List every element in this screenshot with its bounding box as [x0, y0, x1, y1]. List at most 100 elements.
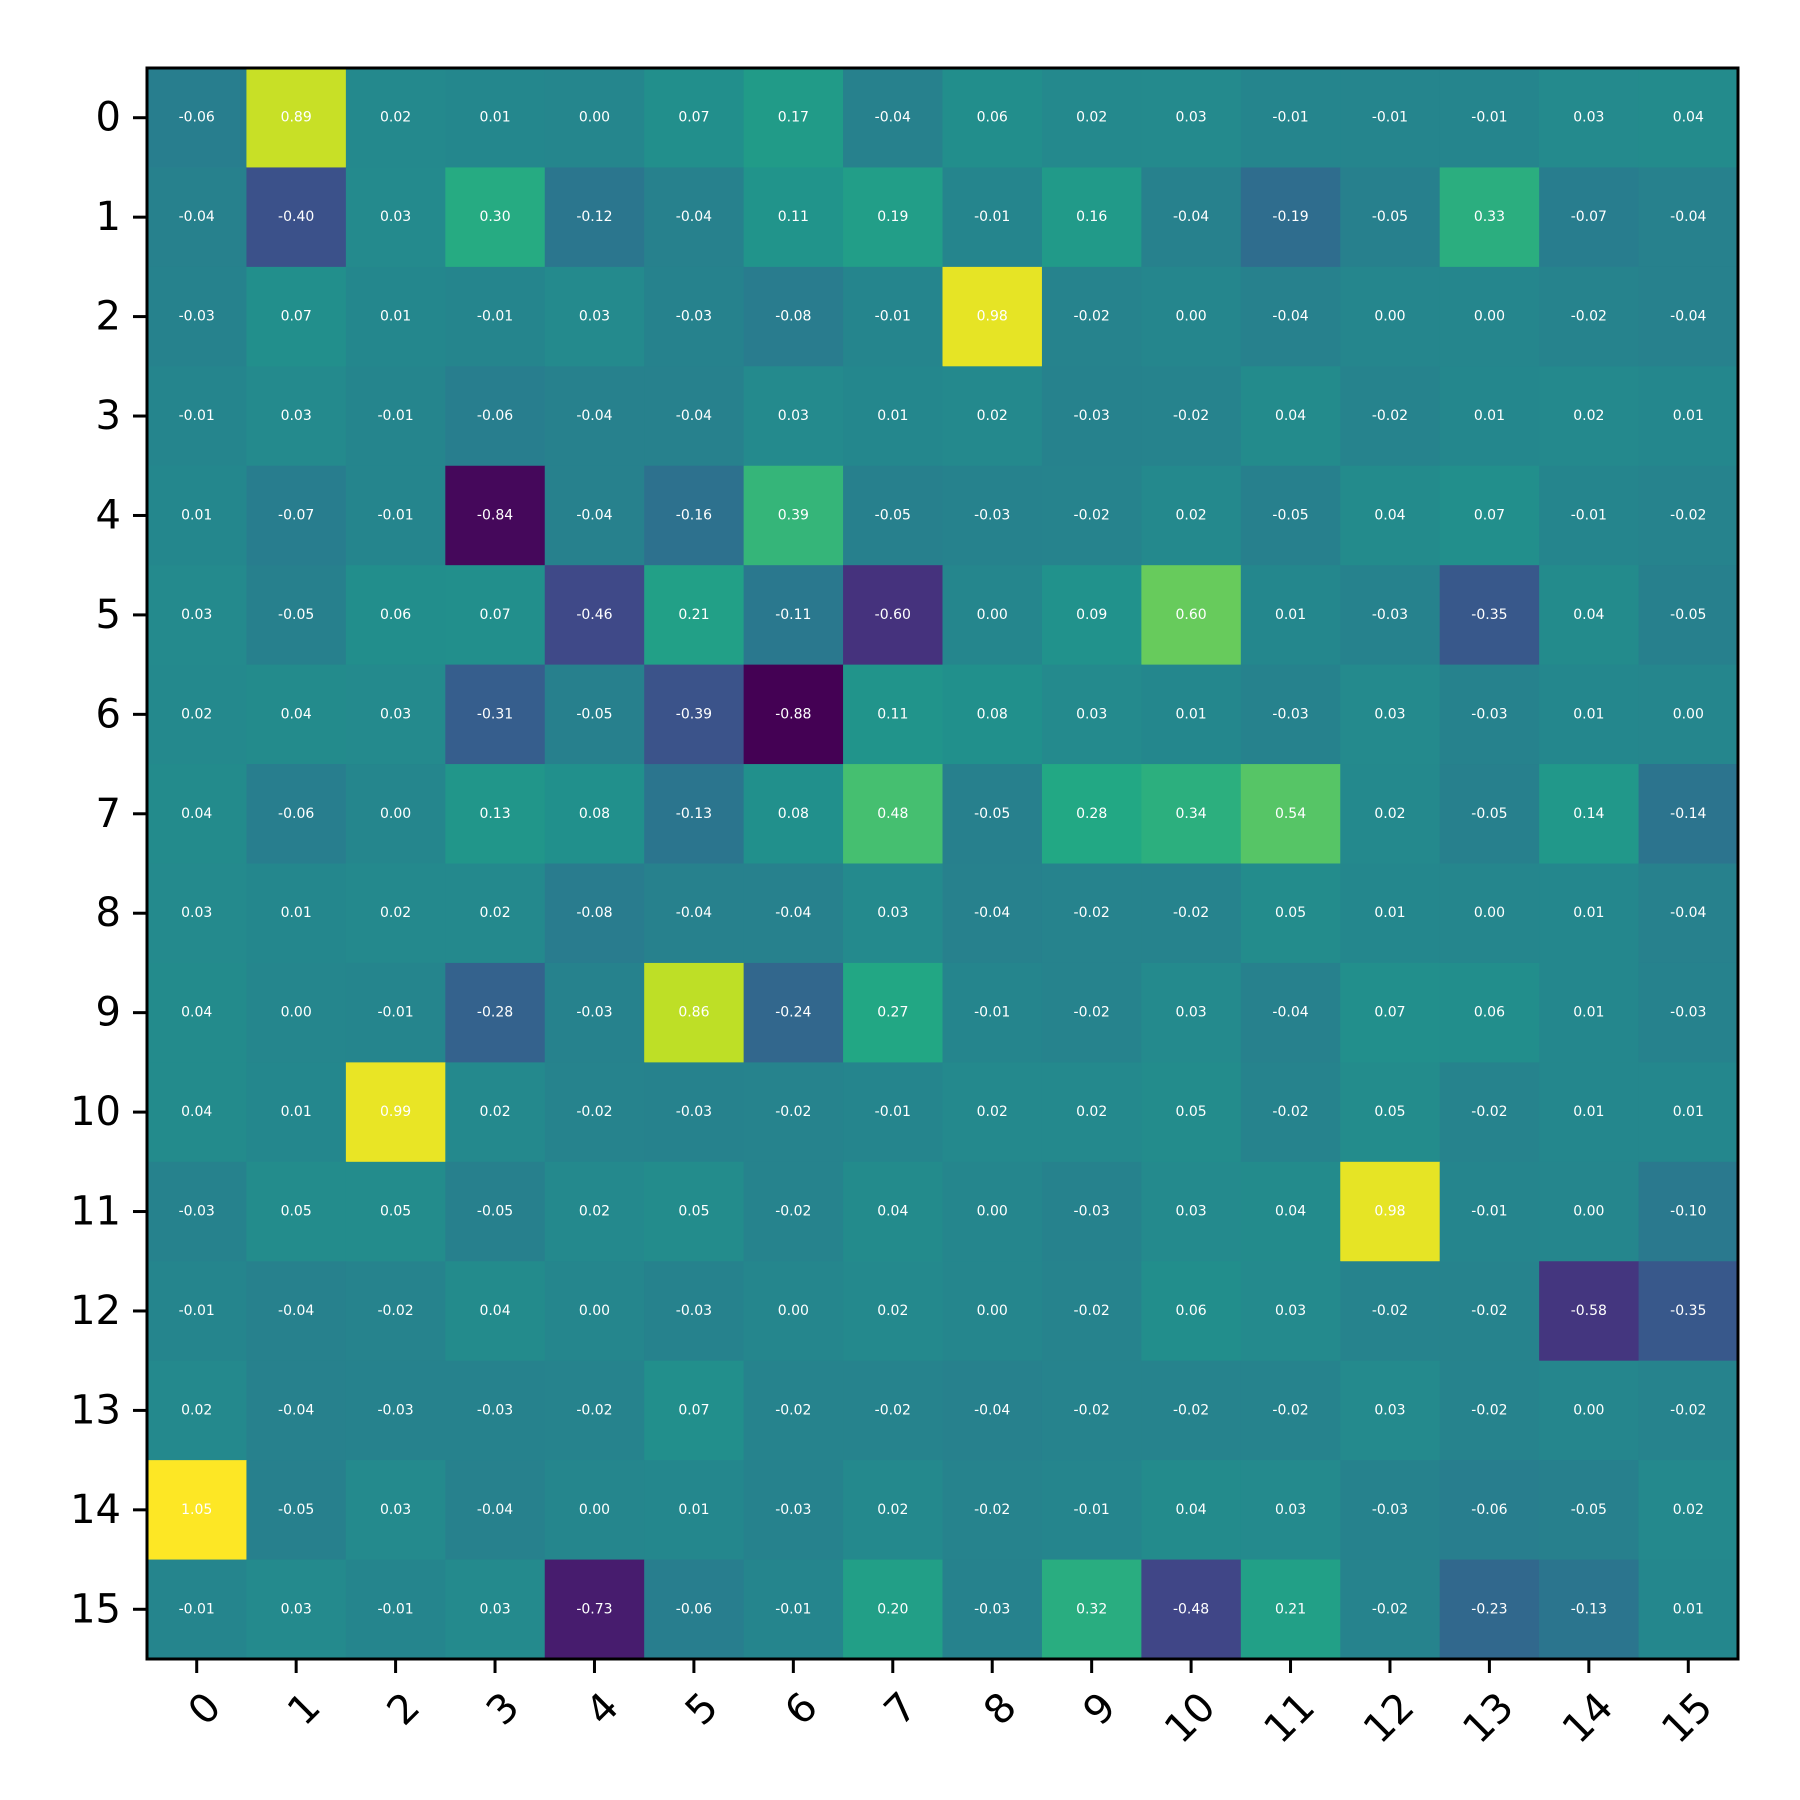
- heatmap-cell-r11-c1: [246, 1161, 347, 1262]
- heatmap-cell-r1-c9: [1041, 167, 1142, 268]
- heatmap-cell-r14-c7: [843, 1460, 944, 1561]
- heatmap-cell-r3-c0: [147, 366, 248, 467]
- y-tick-label: 6: [96, 691, 121, 737]
- cell-value-label: -0.06: [1471, 1502, 1507, 1518]
- cell-value-label: -0.14: [1670, 806, 1706, 822]
- cell-value-label: 0.03: [181, 905, 212, 921]
- cell-value-label: -0.01: [1372, 110, 1408, 126]
- heatmap-cell-r15-c12: [1340, 1559, 1441, 1660]
- heatmap-cell-r10-c2: [345, 1062, 446, 1163]
- heatmap-cell-r15-c7: [843, 1559, 944, 1660]
- heatmap-cell-r1-c14: [1539, 167, 1640, 268]
- cell-value-label: 1.05: [181, 1502, 212, 1518]
- heatmap-cell-r15-c11: [1240, 1559, 1341, 1660]
- cell-value-label: 0.01: [1474, 408, 1505, 424]
- cell-value-label: -0.40: [278, 209, 314, 225]
- heatmap-cell-r7-c5: [644, 764, 745, 865]
- heatmap-cell-r11-c14: [1539, 1161, 1640, 1262]
- heatmap-cell-r12-c4: [544, 1261, 645, 1362]
- cell-value-label: -0.04: [1272, 1005, 1308, 1021]
- heatmap-cell-r12-c3: [445, 1261, 546, 1362]
- cell-value-label: -0.04: [676, 905, 712, 921]
- heatmap-cell-r13-c4: [544, 1360, 645, 1461]
- heatmap-cell-r2-c15: [1638, 266, 1739, 367]
- heatmap-cell-r8-c10: [1141, 863, 1242, 964]
- heatmap-cell-r8-c13: [1439, 863, 1540, 964]
- heatmap-cell-r15-c14: [1539, 1559, 1640, 1660]
- heatmap-cell-r15-c9: [1041, 1559, 1142, 1660]
- heatmap-cell-r7-c7: [843, 764, 944, 865]
- heatmap-cell-r13-c0: [147, 1360, 248, 1461]
- cell-value-label: -0.02: [1571, 309, 1607, 325]
- y-tick-label: 13: [70, 1387, 121, 1433]
- cell-value-label: 0.02: [380, 110, 411, 126]
- cell-value-label: -0.08: [775, 309, 811, 325]
- cell-value-label: -0.04: [179, 209, 215, 225]
- heatmap-cell-r5-c11: [1240, 565, 1341, 666]
- cell-value-label: 0.01: [281, 905, 312, 921]
- heatmap-cell-r3-c15: [1638, 366, 1739, 467]
- heatmap-cell-r13-c10: [1141, 1360, 1242, 1461]
- heatmap-cell-r9-c8: [942, 962, 1043, 1063]
- heatmap-cell-r13-c15: [1638, 1360, 1739, 1461]
- heatmap-cell-labels: -0.06 0.89 0.02 0.01 0.00 0.07 0.17 -0.04 0.06 0.…: [179, 110, 1707, 1618]
- y-tick-label: 9: [96, 990, 121, 1036]
- heatmap-cell-r6-c2: [345, 664, 446, 765]
- heatmap-cell-r6-c12: [1340, 664, 1441, 765]
- cell-value-label: 0.03: [380, 1502, 411, 1518]
- heatmap-cell-r4-c0: [147, 465, 248, 566]
- cell-value-label: -0.03: [1074, 1204, 1110, 1220]
- cell-value-label: 0.02: [1374, 806, 1405, 822]
- cell-value-label: -0.01: [974, 1005, 1010, 1021]
- cell-value-label: 0.02: [181, 706, 212, 722]
- heatmap-cell-r14-c11: [1240, 1460, 1341, 1561]
- heatmap-cell-r1-c15: [1638, 167, 1739, 268]
- cell-value-label: 0.03: [1275, 1502, 1306, 1518]
- heatmap-cell-r5-c10: [1141, 565, 1242, 666]
- heatmap-cell-r5-c0: [147, 565, 248, 666]
- cell-value-label: -0.06: [179, 110, 215, 126]
- heatmap-cell-r9-c3: [445, 962, 546, 1063]
- cell-value-label: 0.02: [1076, 1104, 1107, 1120]
- heatmap-cell-r5-c9: [1041, 565, 1142, 666]
- cell-value-label: -0.02: [1173, 1402, 1209, 1418]
- heatmap-cell-r4-c2: [345, 465, 446, 566]
- cell-value-label: 0.05: [1275, 905, 1306, 921]
- cell-value-label: 0.17: [778, 110, 809, 126]
- cell-value-label: 0.03: [380, 209, 411, 225]
- heatmap-cell-r0-c8: [942, 68, 1043, 169]
- cell-value-label: 0.08: [579, 806, 610, 822]
- cell-value-label: 0.00: [1474, 905, 1505, 921]
- heatmap-cell-r12-c5: [644, 1261, 745, 1362]
- heatmap-cell-r0-c6: [743, 68, 844, 169]
- heatmap-cell-r2-c12: [1340, 266, 1441, 367]
- cell-value-label: -0.05: [1471, 806, 1507, 822]
- heatmap-cell-r6-c13: [1439, 664, 1540, 765]
- heatmap-cell-r11-c7: [843, 1161, 944, 1262]
- heatmap-cell-r5-c15: [1638, 565, 1739, 666]
- cell-value-label: 0.02: [877, 1303, 908, 1319]
- cell-value-label: -0.01: [1471, 1204, 1507, 1220]
- heatmap-cell-r11-c9: [1041, 1161, 1142, 1262]
- heatmap-cell-r10-c11: [1240, 1062, 1341, 1163]
- cell-value-label: -0.35: [1670, 1303, 1706, 1319]
- cell-value-label: 0.04: [479, 1303, 510, 1319]
- heatmap-cell-r3-c12: [1340, 366, 1441, 467]
- cell-value-label: 0.01: [1176, 706, 1207, 722]
- cell-value-label: 0.20: [877, 1601, 908, 1617]
- heatmap-cell-r10-c6: [743, 1062, 844, 1163]
- cell-value-label: -0.02: [1074, 1005, 1110, 1021]
- y-tick-label: 4: [96, 492, 121, 538]
- cell-value-label: 0.04: [1573, 607, 1604, 623]
- cell-value-label: -0.02: [576, 1104, 612, 1120]
- cell-value-label: 0.02: [1176, 507, 1207, 523]
- heatmap-cell-r7-c1: [246, 764, 347, 865]
- heatmap-cell-r11-c3: [445, 1161, 546, 1262]
- cell-value-label: 0.33: [1474, 209, 1505, 225]
- heatmap-cell-r4-c4: [544, 465, 645, 566]
- heatmap-cell-r10-c3: [445, 1062, 546, 1163]
- heatmap-cell-r8-c5: [644, 863, 745, 964]
- cell-value-label: 0.04: [1374, 507, 1405, 523]
- cell-value-label: 0.02: [181, 1402, 212, 1418]
